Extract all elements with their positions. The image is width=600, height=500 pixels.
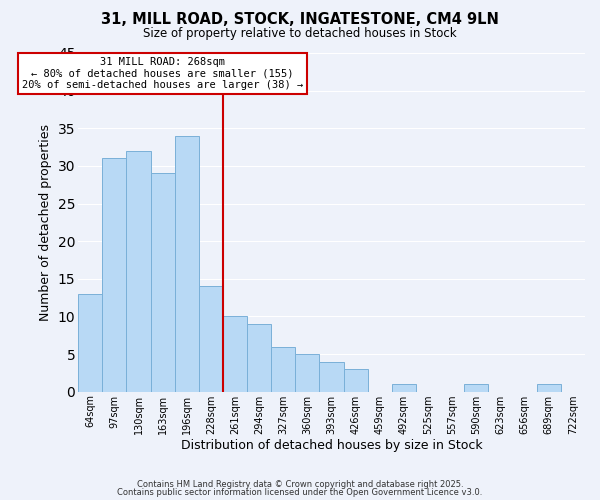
Bar — [464, 384, 488, 392]
Bar — [537, 384, 561, 392]
Bar — [223, 316, 247, 392]
Bar — [319, 362, 344, 392]
Text: 31 MILL ROAD: 268sqm
← 80% of detached houses are smaller (155)
20% of semi-deta: 31 MILL ROAD: 268sqm ← 80% of detached h… — [22, 57, 303, 90]
Text: Size of property relative to detached houses in Stock: Size of property relative to detached ho… — [143, 28, 457, 40]
Bar — [175, 136, 199, 392]
Bar — [247, 324, 271, 392]
Bar — [344, 369, 368, 392]
Y-axis label: Number of detached properties: Number of detached properties — [39, 124, 52, 321]
Text: 31, MILL ROAD, STOCK, INGATESTONE, CM4 9LN: 31, MILL ROAD, STOCK, INGATESTONE, CM4 9… — [101, 12, 499, 28]
Bar — [102, 158, 127, 392]
Bar — [151, 174, 175, 392]
Text: Contains public sector information licensed under the Open Government Licence v3: Contains public sector information licen… — [118, 488, 482, 497]
Text: Contains HM Land Registry data © Crown copyright and database right 2025.: Contains HM Land Registry data © Crown c… — [137, 480, 463, 489]
Bar — [78, 294, 102, 392]
Bar — [295, 354, 319, 392]
Bar — [271, 346, 295, 392]
Bar — [127, 151, 151, 392]
Bar — [392, 384, 416, 392]
Bar — [199, 286, 223, 392]
X-axis label: Distribution of detached houses by size in Stock: Distribution of detached houses by size … — [181, 440, 482, 452]
